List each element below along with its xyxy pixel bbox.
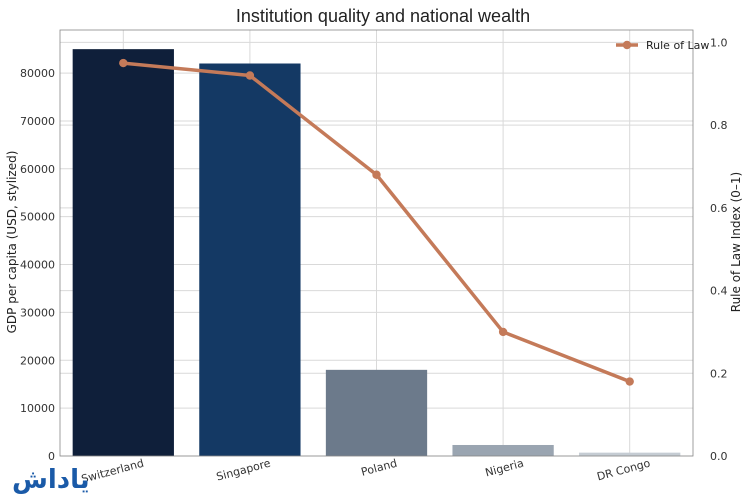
plot-area: 0 10000 20000 30000 40000 50000 60000 70000 8000…: [20, 29, 728, 486]
y-tick-label: 60000: [20, 163, 55, 176]
y-axis-label: GDP per capita (USD, stylized): [5, 151, 19, 334]
y-tick-label: 80000: [20, 67, 55, 80]
y-tick-label: 50000: [20, 211, 55, 224]
y2-tick-label: 0.0: [710, 450, 728, 463]
y-tick-label: 30000: [20, 306, 55, 319]
legend: Rule of Law: [616, 39, 709, 52]
x-tick-label: Nigeria: [484, 457, 525, 480]
x-tick-label: Switzerland: [80, 457, 145, 486]
bar: [199, 63, 301, 457]
rule-of-law-point: [625, 377, 634, 386]
watermark-logo: یاداش: [12, 465, 90, 495]
y-tick-label: 20000: [20, 354, 55, 367]
chart-title: Institution quality and national wealth: [236, 6, 530, 26]
legend-marker: [622, 40, 632, 50]
rule-of-law-point: [498, 327, 508, 337]
x-tick-label: Poland: [360, 457, 399, 479]
y2-tick-label: 1.0: [710, 36, 728, 49]
bar: [579, 452, 681, 456]
rule-of-law-point: [245, 71, 255, 80]
y2-tick-label: 0.6: [710, 202, 728, 215]
y2-tick-label: 0.2: [710, 367, 728, 380]
y2-axis-label: Rule of Law Index (0–1): [729, 172, 743, 312]
legend-label: Rule of Law: [646, 39, 709, 52]
rule-of-law-point: [372, 170, 381, 179]
y-tick-label: 40000: [20, 259, 55, 272]
bar: [452, 444, 554, 456]
plot-frame: [59, 29, 694, 457]
bar: [325, 369, 428, 456]
bar: [72, 49, 174, 457]
x-tick-label: DR Congo: [596, 457, 652, 484]
y-tick-label: 0: [48, 450, 55, 463]
rule-of-law-point: [119, 58, 128, 68]
y-tick-label: 10000: [20, 402, 55, 415]
x-tick-label: Singapore: [215, 457, 272, 484]
y2-tick-label: 0.4: [710, 285, 728, 298]
y-tick-label: 70000: [20, 115, 55, 128]
y2-tick-label: 0.8: [710, 119, 728, 132]
